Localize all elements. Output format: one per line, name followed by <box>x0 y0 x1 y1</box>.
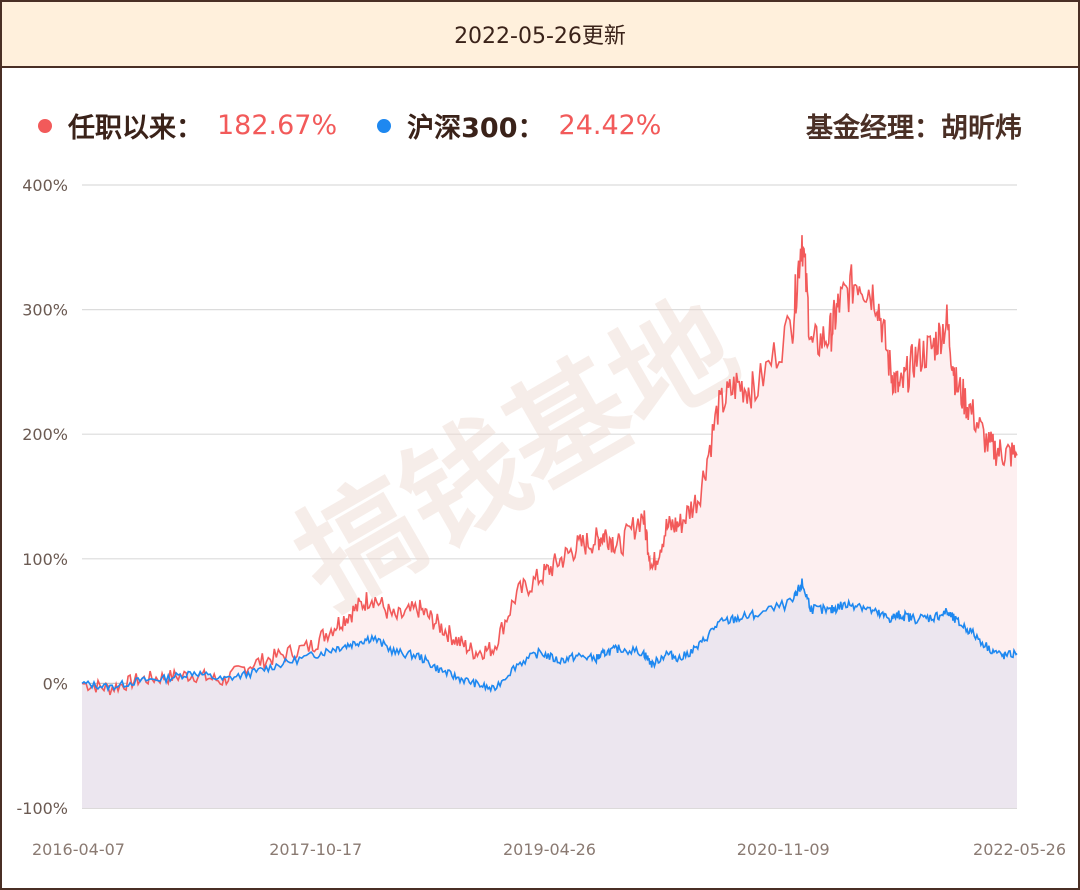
index-dot-icon <box>377 118 392 133</box>
y-tick-label: 0% <box>43 674 68 693</box>
y-tick-label: 200% <box>22 425 68 444</box>
legend: 任职以来： 182.67% 沪深300： 24.42% <box>38 106 701 145</box>
x-tick-label: 2016-04-07 <box>32 840 125 859</box>
x-tick-label: 2020-11-09 <box>737 840 830 859</box>
legend-index-value: 24.42% <box>558 110 662 141</box>
legend-fund-value: 182.67% <box>217 110 338 141</box>
fund-dot-icon <box>38 118 52 133</box>
legend-fund-label: 任职以来： <box>68 113 203 144</box>
legend-item-index[interactable]: 沪深300： 24.42% <box>377 106 661 145</box>
legend-item-fund[interactable]: 任职以来： 182.67% <box>38 106 337 145</box>
x-axis-ticks: 2016-04-07 2017-10-17 2019-04-26 2020-11-09… <box>32 840 1066 859</box>
index-area-fill <box>82 578 1017 808</box>
legend-index-label: 沪深300： <box>407 113 545 144</box>
fund-manager-label: 基金经理：胡昕炜 <box>806 113 1022 144</box>
update-header: 2022-05-26更新 <box>2 2 1078 68</box>
y-axis-ticks: 400% 300% 200% 100% 0% -100% <box>16 176 68 818</box>
y-tick-label: 100% <box>22 550 68 569</box>
x-tick-label: 2019-04-26 <box>503 840 596 859</box>
update-date-title: 2022-05-26更新 <box>454 24 626 49</box>
y-tick-label: -100% <box>16 799 68 818</box>
x-tick-label: 2022-05-26 <box>973 840 1066 859</box>
index-return-line[interactable] <box>81 578 1018 694</box>
fund-return-line[interactable] <box>81 235 1018 696</box>
y-tick-label: 300% <box>22 301 68 320</box>
y-tick-label: 400% <box>22 176 68 195</box>
x-tick-label: 2017-10-17 <box>269 840 362 859</box>
